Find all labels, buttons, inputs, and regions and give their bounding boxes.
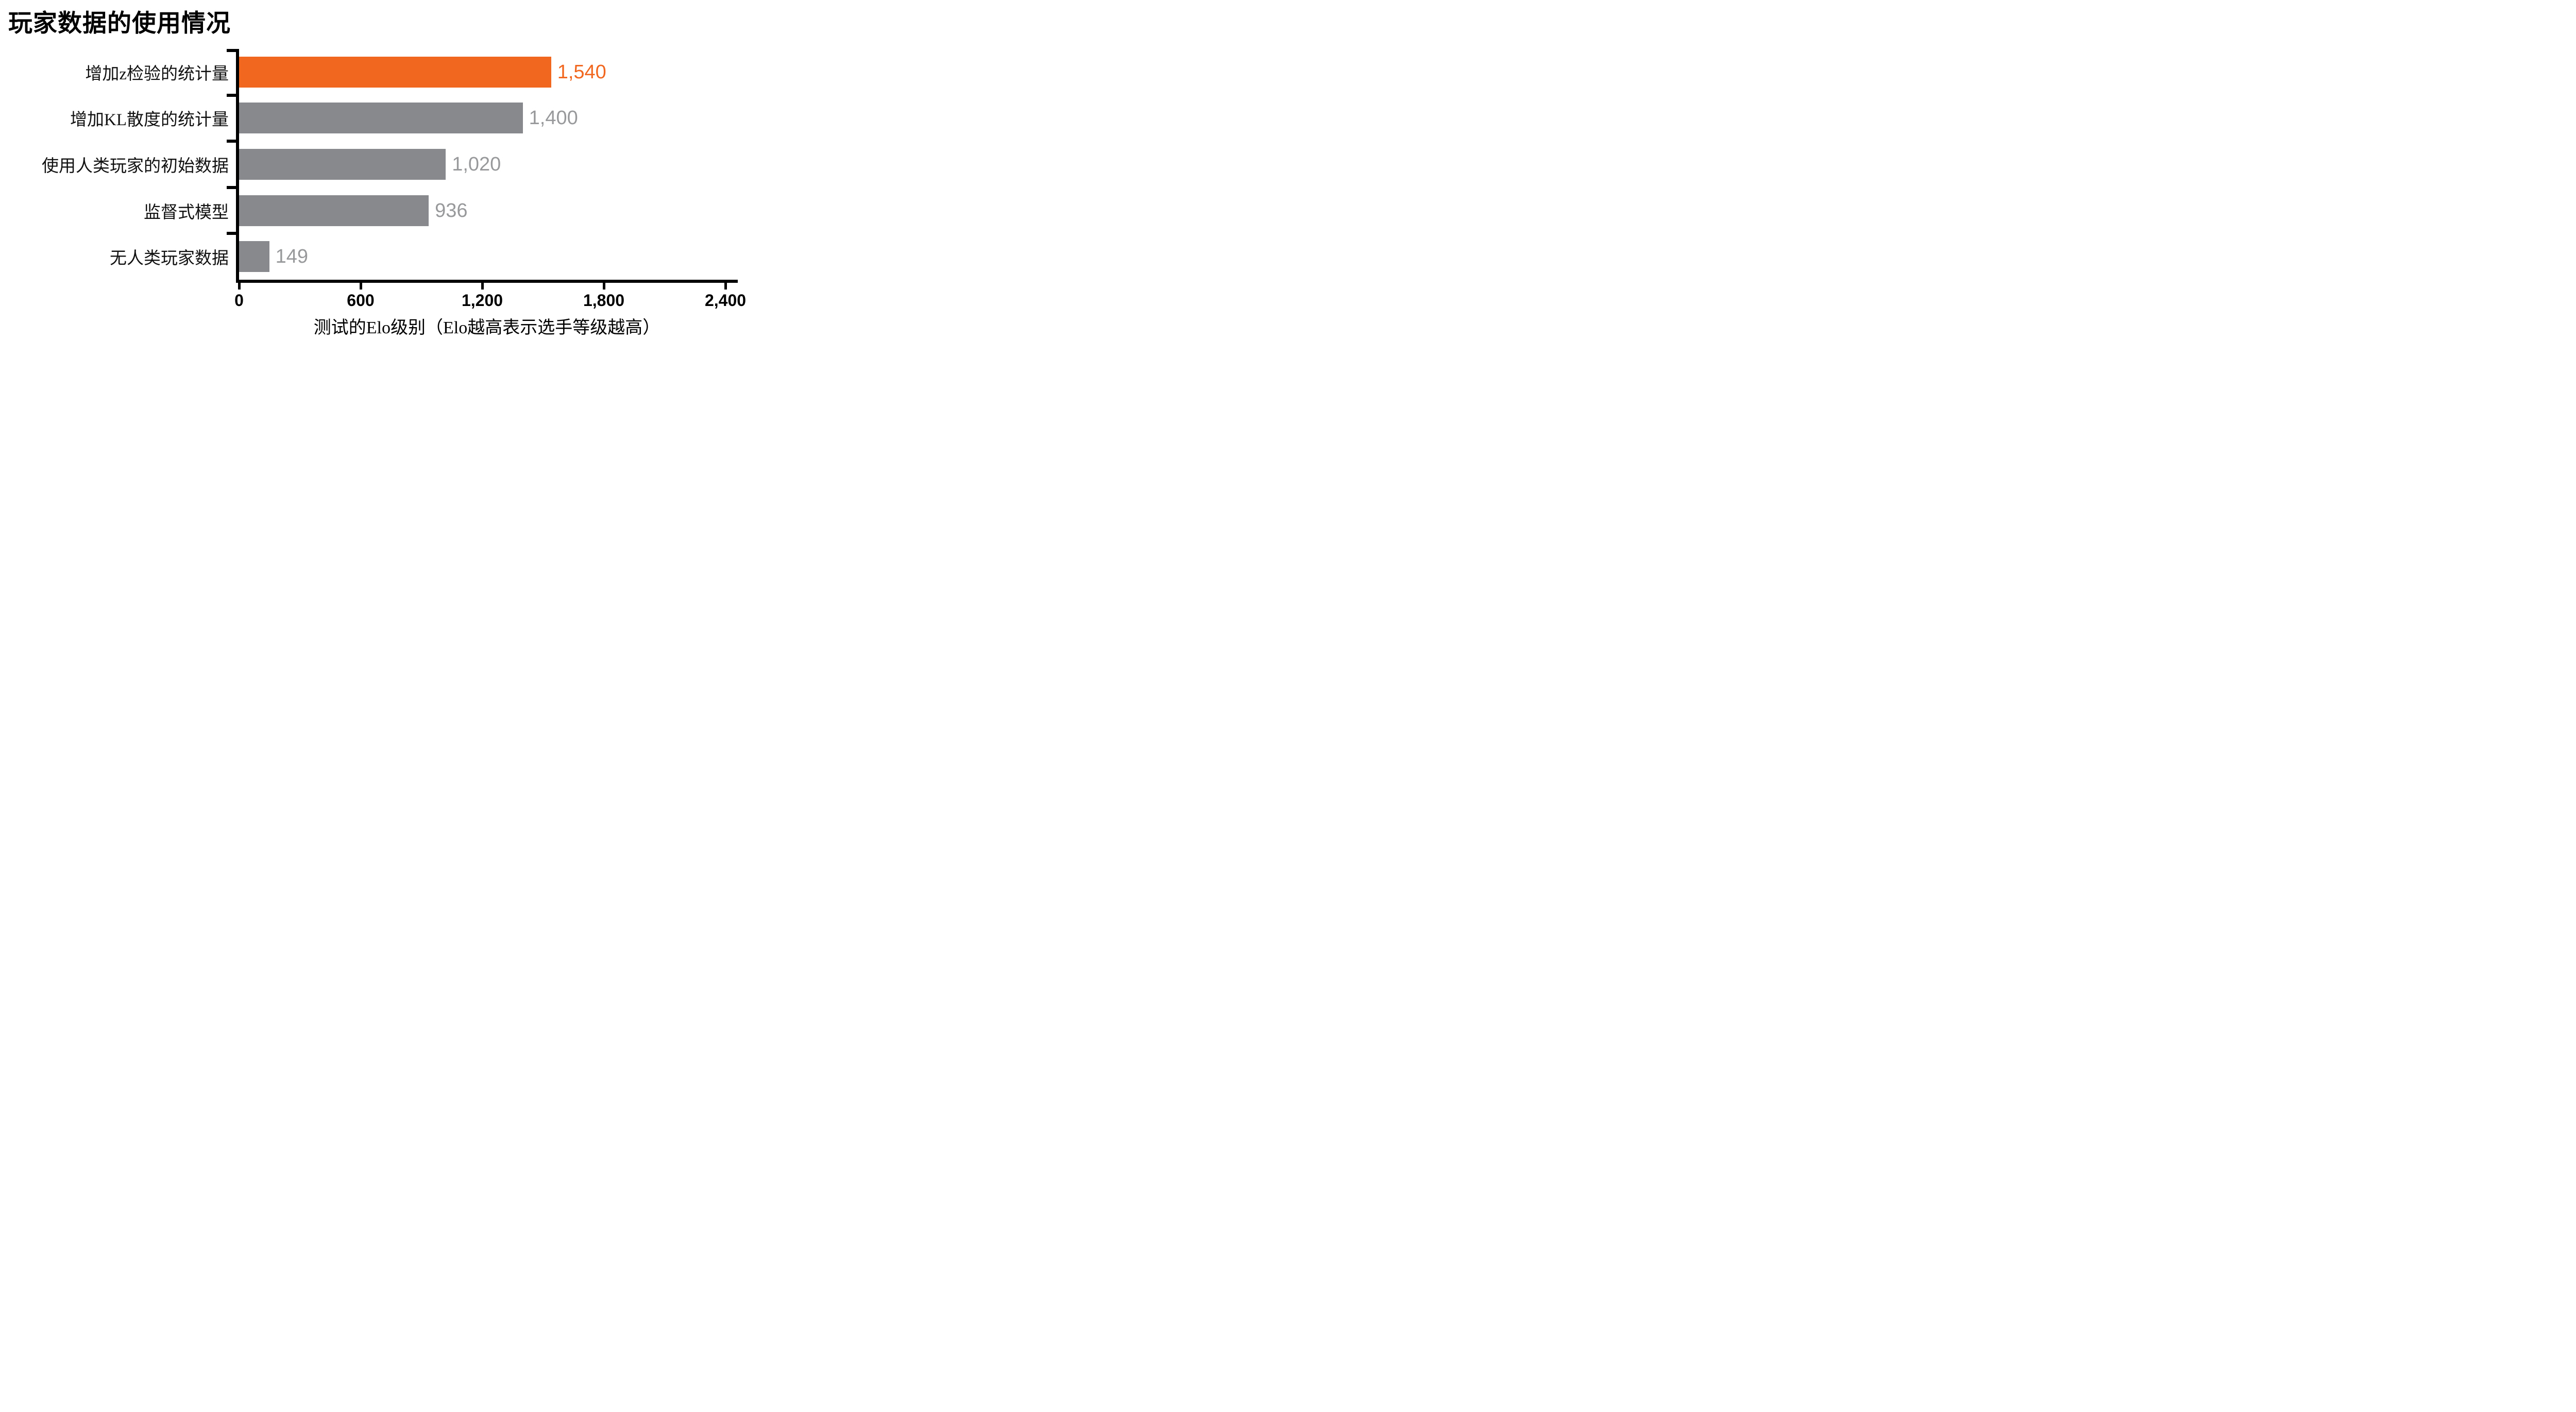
bar: [239, 195, 429, 226]
x-axis-tick: [359, 283, 362, 290]
y-axis-tick: [227, 49, 239, 52]
category-label: 增加z检验的统计量: [85, 64, 229, 83]
y-axis-tick: [227, 232, 239, 235]
category-label: 增加KL散度的统计量: [70, 111, 229, 130]
category-label: 无人类玩家数据: [110, 249, 229, 268]
chart-row: 使用人类玩家的初始数据 1,020: [42, 141, 725, 188]
chart-row: 增加KL散度的统计量 1,400: [70, 95, 725, 142]
value-label: 1,020: [452, 153, 501, 175]
x-axis-tick-label: 600: [347, 291, 375, 310]
chart-row: 监督式模型 936: [144, 188, 725, 234]
x-axis-tick: [724, 283, 727, 290]
value-label: 1,540: [557, 61, 606, 83]
bar-chart-figure: 玩家数据的使用情况 增加z检验的统计量 1,540 增加KL散度的统计量 1,400 使…: [0, 0, 746, 353]
category-label: 监督式模型: [144, 203, 229, 222]
bar: [239, 241, 269, 273]
x-axis-tick-label: 2,400: [704, 291, 746, 310]
x-axis-tick: [238, 283, 241, 290]
bar: [239, 103, 523, 134]
x-axis-title: 测试的Elo级别（Elo越高表示选手等级越高）: [313, 318, 660, 337]
y-axis-tick: [227, 93, 239, 97]
x-axis-tick-label: 1,800: [583, 291, 625, 310]
bar: [239, 56, 551, 88]
x-axis-tick-label: 0: [234, 291, 244, 310]
bar: [239, 148, 446, 180]
x-axis-tick-label: 1,200: [461, 291, 503, 310]
x-axis-tick: [602, 283, 605, 290]
chart-row: 无人类玩家数据 149: [110, 233, 725, 280]
y-axis-tick: [227, 140, 239, 143]
value-label: 149: [275, 246, 308, 268]
value-label: 936: [435, 199, 468, 222]
y-axis-tick: [227, 185, 239, 189]
x-axis: 0 600 1,200 1,800 2,400: [234, 280, 746, 310]
value-label: 1,400: [529, 107, 578, 129]
plot-area: 增加z检验的统计量 1,540 增加KL散度的统计量 1,400 使用人类玩家的初始数据…: [42, 49, 725, 280]
chart-title: 玩家数据的使用情况: [8, 10, 231, 37]
x-axis-tick: [481, 283, 484, 290]
chart-row: 增加z检验的统计量 1,540: [85, 49, 725, 95]
category-label: 使用人类玩家的初始数据: [42, 157, 229, 176]
